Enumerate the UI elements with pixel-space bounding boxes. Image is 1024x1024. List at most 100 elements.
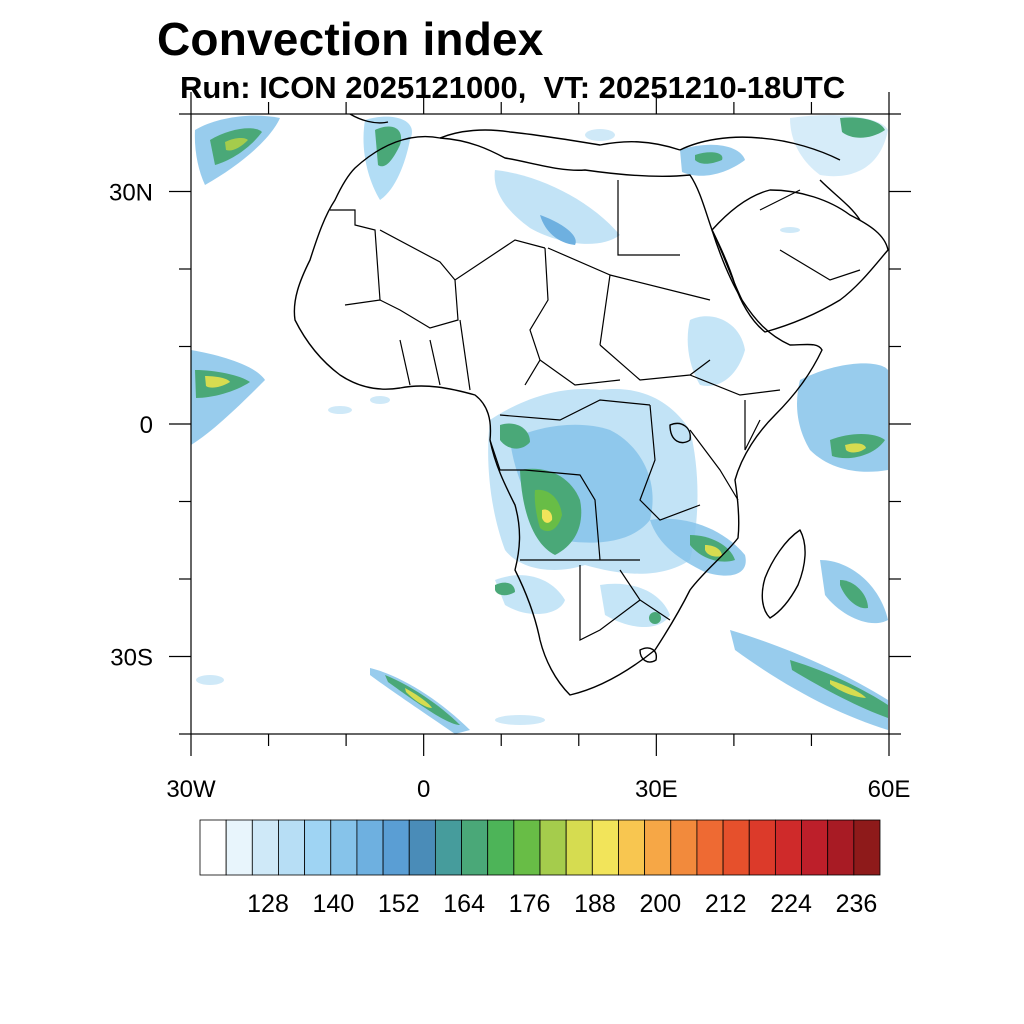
border-2	[379, 229, 546, 281]
colorbar-swatch	[618, 819, 646, 876]
colorbar-swatch	[774, 819, 802, 876]
colorbar-labels: 128 140 152 164 176 188 200 212 224 236	[247, 890, 877, 918]
border-10	[499, 399, 651, 421]
border-17	[689, 374, 781, 396]
colorbar-swatch	[199, 819, 227, 876]
border-18	[744, 400, 761, 451]
border-14	[579, 565, 641, 641]
field-canary-peak	[225, 137, 248, 151]
colorbar-label: 212	[705, 890, 747, 918]
field-namibia-core	[495, 582, 515, 596]
field-sahara	[494, 170, 620, 244]
map-axis-labels: 30W 0 30E 60E 30N 0 30S	[109, 180, 910, 804]
lon-tick-label: 30E	[635, 776, 678, 803]
colorbar-swatch	[748, 819, 776, 876]
turkey-coastline	[679, 136, 841, 161]
colorbar-swatch	[461, 819, 489, 876]
border-15	[619, 569, 671, 621]
colorbar-label: 128	[247, 890, 289, 918]
field-ethiopia	[687, 316, 745, 386]
border-22	[459, 319, 471, 391]
border-7	[609, 274, 711, 301]
field-gabon	[500, 423, 530, 449]
colorbar-swatch	[513, 819, 541, 876]
colorbar-swatch	[356, 819, 384, 876]
colorbar-swatch	[487, 819, 515, 876]
colorbar-swatch	[644, 819, 672, 876]
lon-tick-label: 0	[417, 776, 430, 803]
madagascar-coastline	[761, 529, 806, 619]
colorbar-swatch	[382, 819, 410, 876]
colorbar-swatch	[408, 819, 436, 876]
iberia-coastline	[349, 114, 389, 124]
colorbar-swatch	[304, 819, 332, 876]
colorbar-swatch	[801, 819, 829, 876]
border-4	[524, 247, 549, 386]
border-24	[779, 249, 861, 281]
border-5	[547, 247, 611, 346]
field-cell-2	[370, 396, 390, 404]
red-sea-coast	[711, 229, 743, 301]
colorbar-swatch	[434, 819, 462, 876]
colorbar-swatch	[827, 819, 855, 876]
chart-subtitle: Run: ICON 2025121000, VT: 20251210-18UTC	[180, 70, 846, 105]
border-9	[539, 359, 621, 386]
colorbar-label: 176	[509, 890, 551, 918]
colorbar-swatch	[251, 819, 279, 876]
field-se-band-peak	[830, 680, 866, 698]
country-borders-layer	[330, 180, 861, 641]
colorbar-label: 152	[378, 890, 420, 918]
colorbar-label: 164	[443, 890, 485, 918]
border-20	[399, 339, 411, 386]
field-levant-core	[695, 152, 723, 164]
map-axis-ticks	[169, 92, 911, 756]
colorbar-swatch	[696, 819, 724, 876]
field-cell-5	[780, 227, 800, 233]
field-indian-eq-peak	[845, 443, 866, 453]
colorbar-swatch	[670, 819, 698, 876]
chart-title: Convection index	[157, 13, 544, 65]
lat-tick-label: 30S	[110, 645, 153, 672]
field-angola-core	[534, 489, 562, 532]
border-19	[489, 439, 525, 471]
field-iran-core	[840, 117, 885, 138]
field-maghreb-core	[375, 126, 402, 167]
lon-tick-label: 30W	[166, 776, 216, 803]
lat-tick-label: 0	[140, 412, 153, 439]
field-namibia	[495, 575, 565, 615]
field-mozambique-peak	[705, 545, 722, 557]
colorbar-swatch	[591, 819, 619, 876]
convection-field-layer	[191, 115, 888, 734]
colorbar-swatch	[330, 819, 358, 876]
border-21	[429, 339, 441, 386]
field-madagascar-core	[840, 580, 868, 609]
lat-tick-label: 30N	[109, 180, 153, 207]
colorbar-swatch	[539, 819, 567, 876]
field-cell-1	[328, 406, 352, 414]
border-23	[759, 189, 801, 211]
colorbar-label: 140	[313, 890, 355, 918]
arabia-coastline	[711, 189, 889, 333]
border-12	[524, 469, 601, 561]
colorbar-label: 200	[639, 890, 681, 918]
border-6	[617, 180, 680, 256]
border-16	[689, 429, 739, 501]
lon-tick-label: 60E	[868, 776, 911, 803]
field-cell-6	[585, 129, 615, 141]
border-3	[344, 279, 459, 329]
field-atlantic-eq-peak	[205, 376, 230, 388]
colorbar-swatch	[225, 819, 253, 876]
colorbar-label: 188	[574, 890, 616, 918]
colorbar-swatch	[565, 819, 593, 876]
colorbar-label: 236	[836, 890, 878, 918]
colorbar-swatch	[722, 819, 750, 876]
border-8	[599, 344, 711, 381]
coastline-layer	[293, 114, 889, 696]
africa-coastline	[293, 135, 823, 696]
colorbar	[199, 819, 881, 876]
field-sahara-core	[540, 215, 576, 245]
field-sw-band-peak	[405, 688, 432, 708]
field-cell-4	[495, 715, 545, 725]
lesotho-outline	[639, 647, 657, 663]
